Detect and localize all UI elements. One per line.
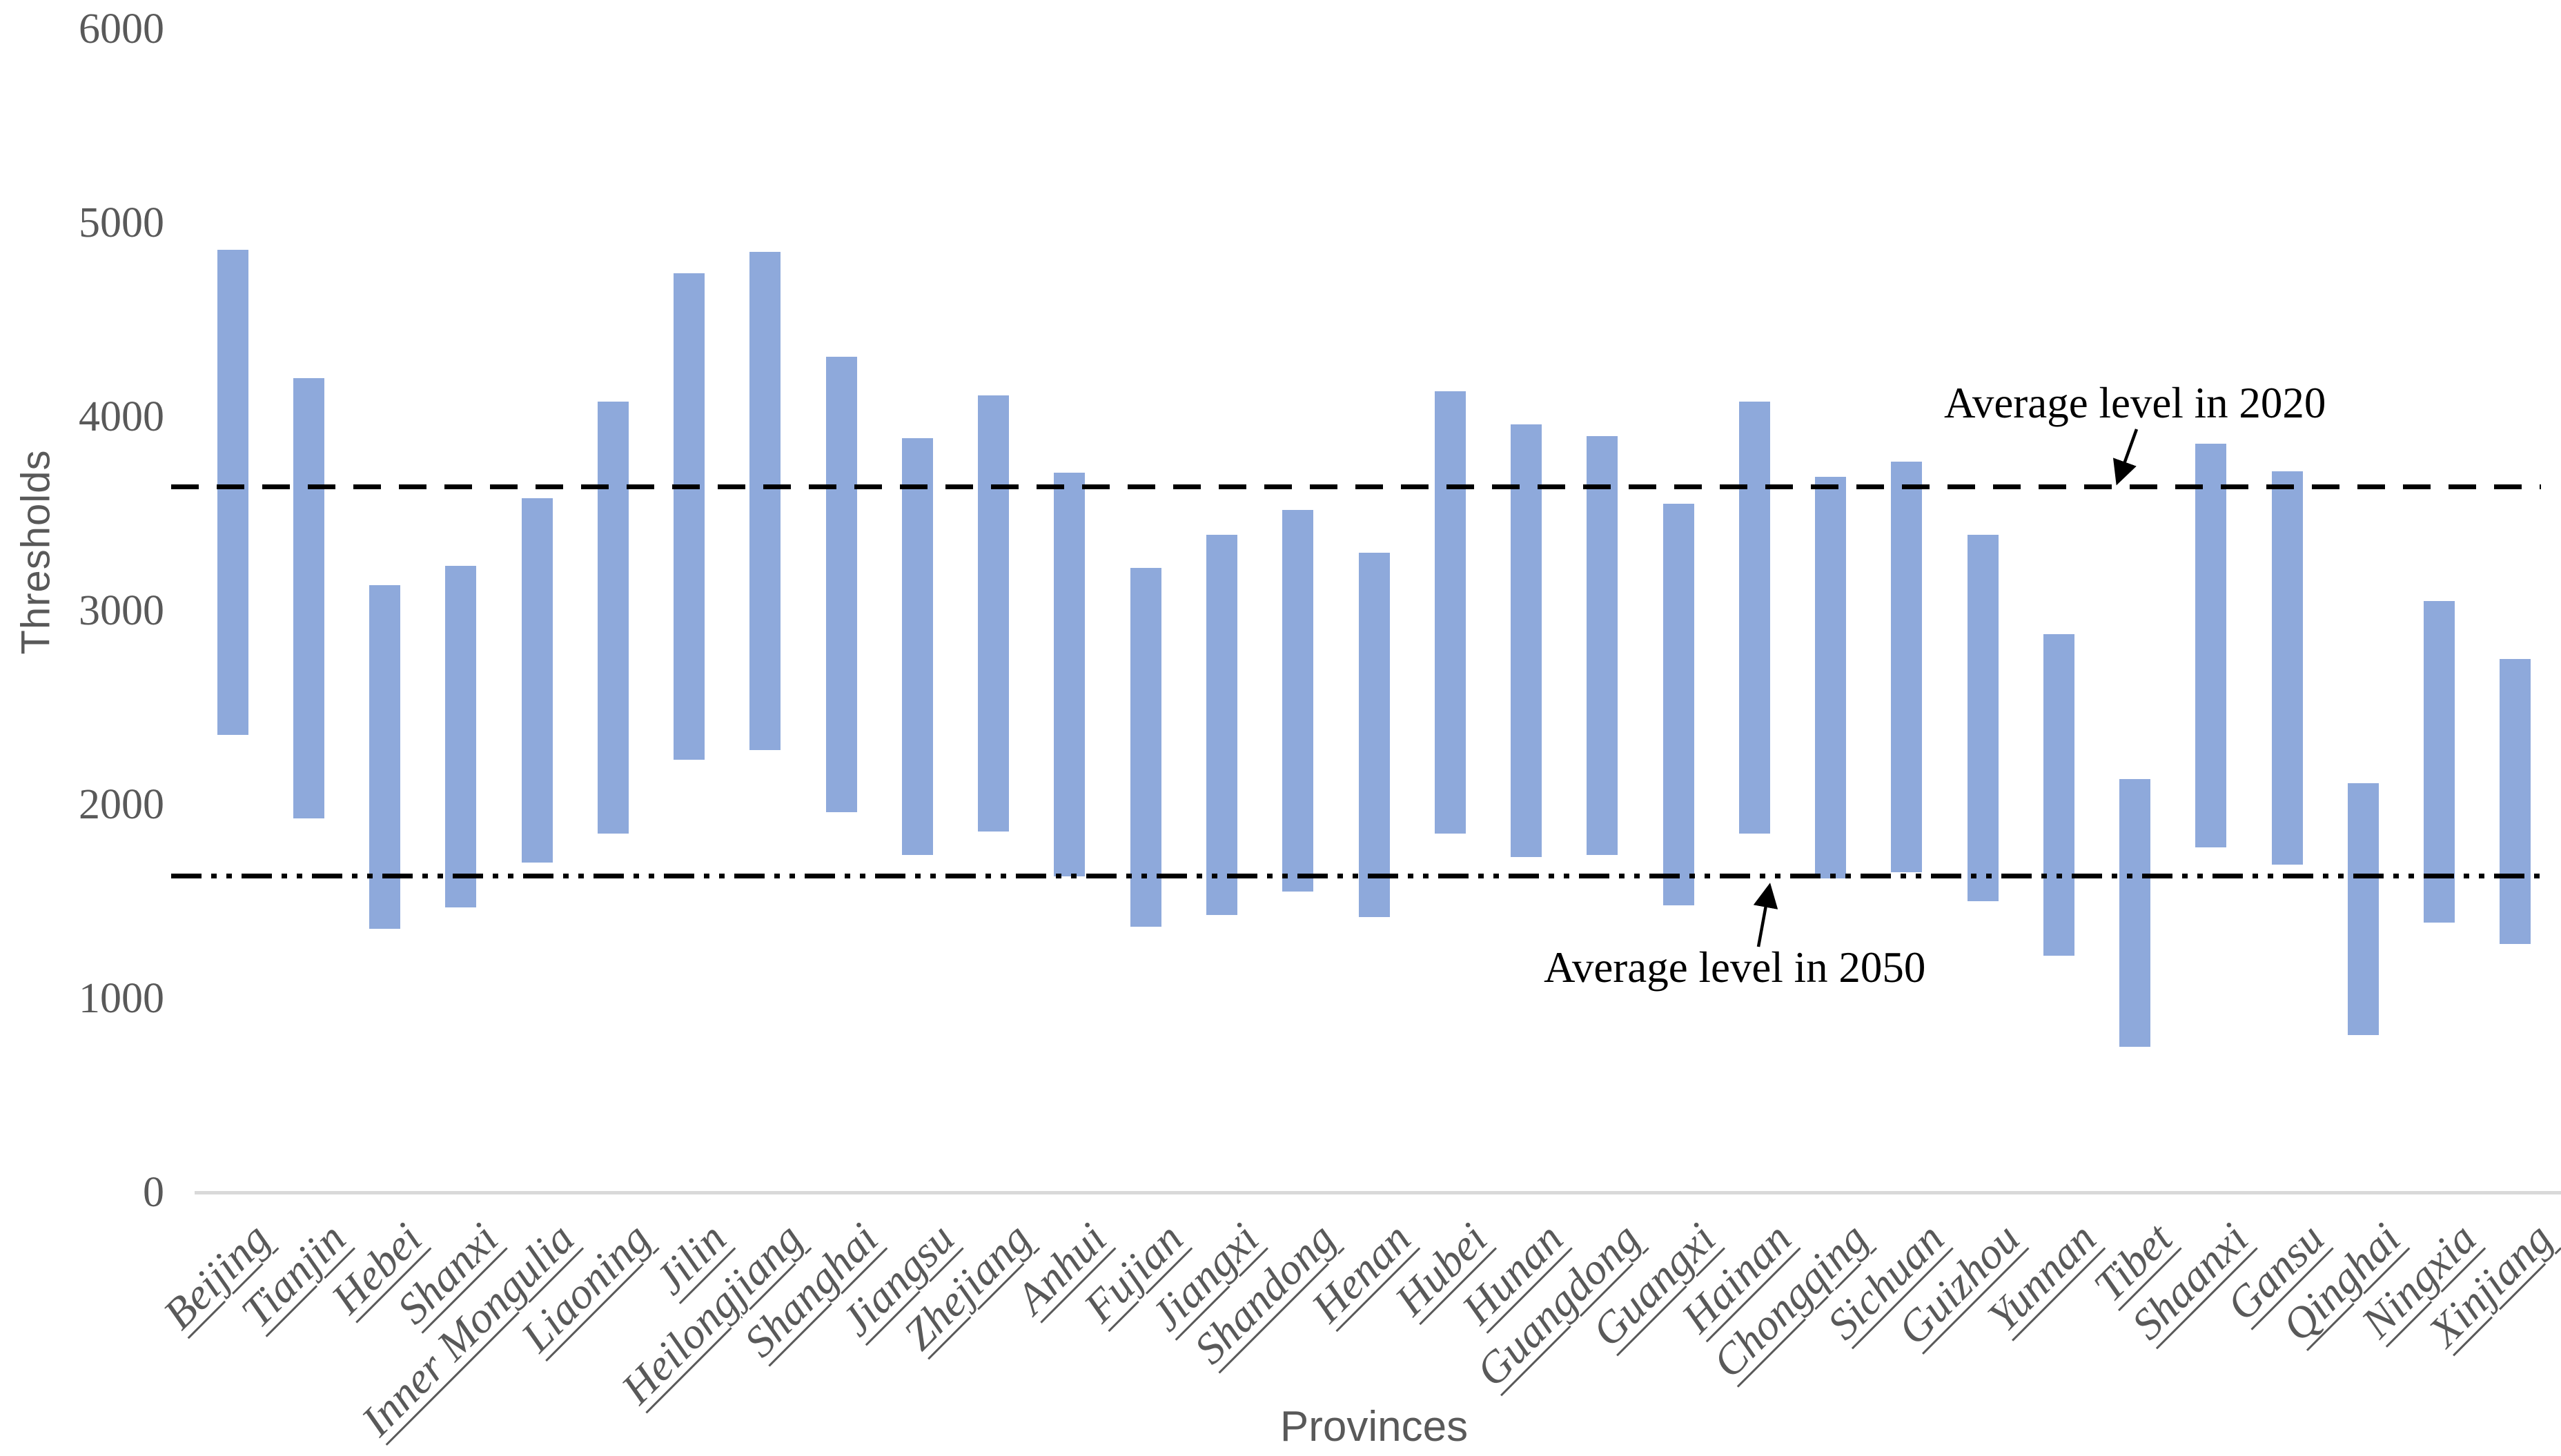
bar-fujian bbox=[1130, 568, 1161, 927]
bar-shaanxi bbox=[2195, 444, 2227, 847]
bar-hubei bbox=[1434, 391, 1466, 834]
bar-anhui bbox=[1054, 473, 1086, 876]
bar-shandong bbox=[1282, 509, 1314, 892]
x-axis-baseline bbox=[195, 1191, 2561, 1194]
bar-xinjiang bbox=[2500, 659, 2531, 945]
reference-line-2050 bbox=[171, 874, 2541, 879]
bar-gansu bbox=[2271, 471, 2303, 865]
bar-guizhou bbox=[1967, 535, 1999, 902]
bar-guangxi bbox=[1662, 504, 1694, 906]
y-tick-2000: 2000 bbox=[79, 781, 164, 828]
bar-sichuan bbox=[1891, 461, 1923, 873]
bar-jilin bbox=[674, 273, 705, 760]
bar-henan bbox=[1358, 552, 1390, 917]
bar-hunan bbox=[1511, 424, 1542, 857]
y-tick-0: 0 bbox=[143, 1169, 164, 1216]
bar-ningxia bbox=[2424, 600, 2455, 923]
bar-zhejiang bbox=[978, 395, 1010, 832]
y-tick-3000: 3000 bbox=[79, 587, 164, 634]
x-axis-title: Provinces bbox=[1279, 1403, 1469, 1450]
bar-hebei bbox=[369, 585, 401, 929]
annotation-average-2020: Average level in 2020 bbox=[1944, 379, 2326, 427]
bar-tibet bbox=[2119, 779, 2151, 1047]
bar-guangdong bbox=[1587, 436, 1618, 856]
bar-hainan bbox=[1738, 401, 1770, 834]
bar-jiangxi bbox=[1206, 535, 1237, 916]
bar-shanghai bbox=[825, 356, 857, 813]
bar-shanxi bbox=[445, 566, 477, 907]
y-tick-5000: 5000 bbox=[79, 199, 164, 246]
bar-beijing bbox=[217, 250, 248, 735]
bar-yunnan bbox=[2043, 633, 2074, 956]
bar-inner-mongulia bbox=[521, 498, 553, 863]
bar-jiangsu bbox=[901, 437, 933, 856]
y-tick-1000: 1000 bbox=[79, 975, 164, 1022]
bar-liaoning bbox=[597, 401, 629, 834]
y-tick-6000: 6000 bbox=[79, 6, 164, 52]
annotation-average-2050: Average level in 2050 bbox=[1544, 943, 1926, 992]
bar-heilongjiang bbox=[749, 252, 781, 751]
bar-tianjin bbox=[293, 377, 324, 818]
bar-qinghai bbox=[2347, 783, 2379, 1036]
y-tick-4000: 4000 bbox=[79, 393, 164, 440]
reference-line-2020 bbox=[171, 484, 2541, 489]
bar-chongqing bbox=[1815, 477, 1847, 878]
